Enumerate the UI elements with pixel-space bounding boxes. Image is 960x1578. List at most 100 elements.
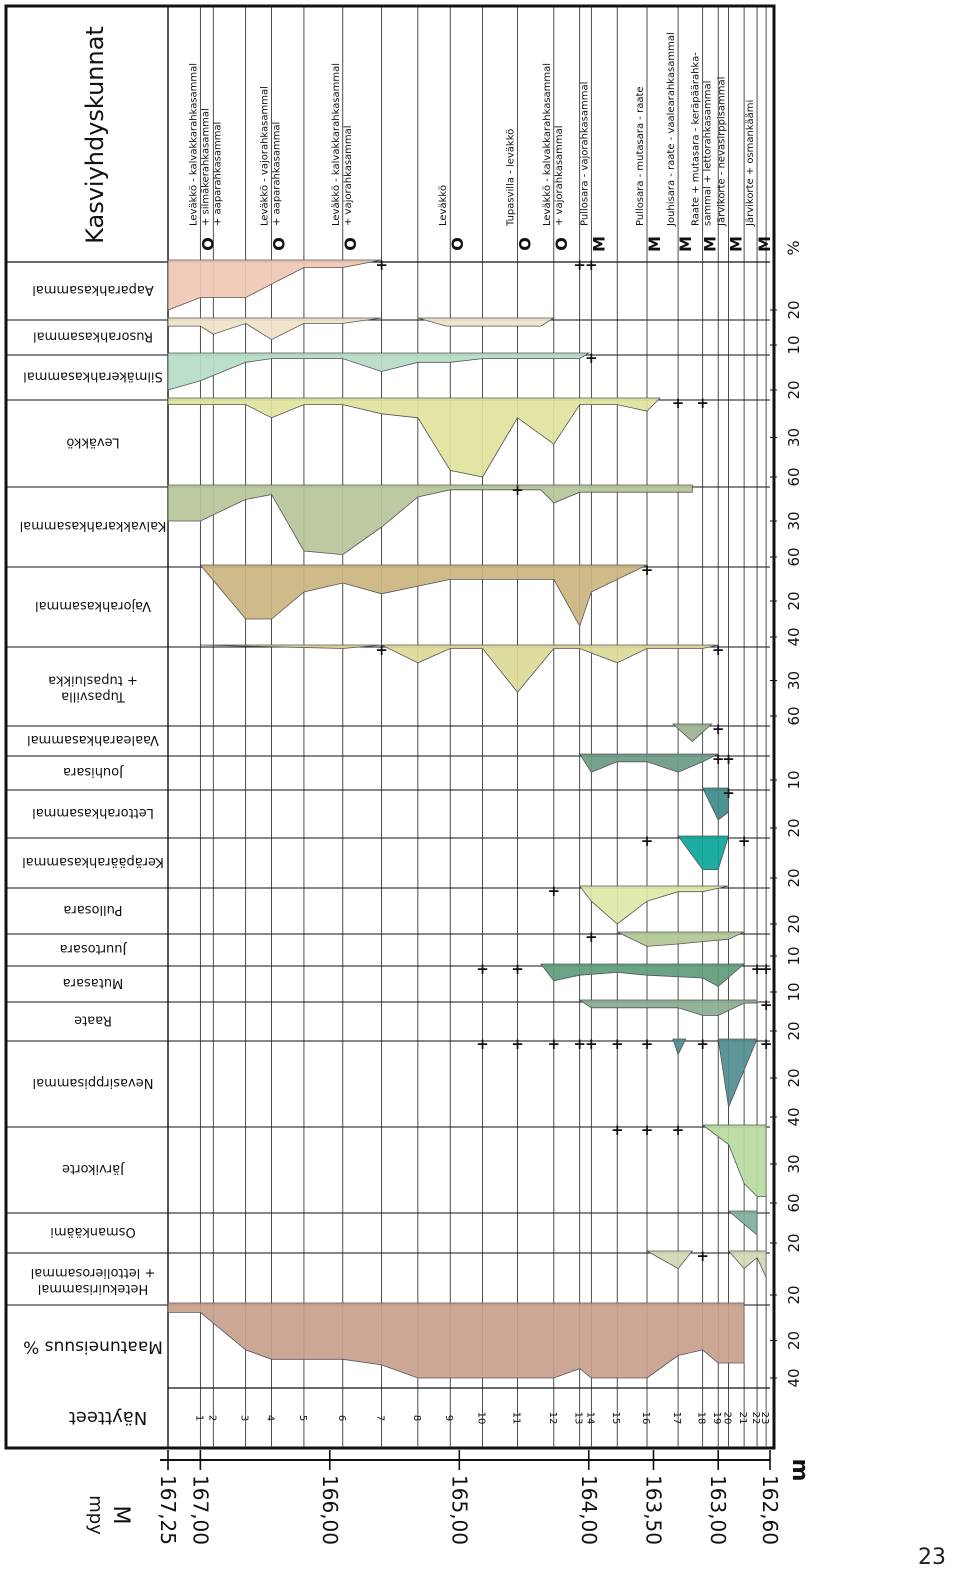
series-area [200,644,719,693]
column-header: Kalvakkarahkasammal [20,518,167,533]
column-header-text: + tupasluikka [48,673,138,688]
presence-marker: + [511,960,524,978]
presence-marker: + [760,960,773,978]
vegetation-label: Leväkkö - vajorahkasammal + aaparahkasamm… [260,86,283,226]
series-area [167,397,661,478]
vegetation-symbol: M [676,236,695,252]
samples-header: Näytteet [69,1407,147,1428]
sample-label: 23 [759,1412,770,1425]
sample-label-text: 19 [711,1412,722,1425]
vegetation-label-text: Leväkkö - kalvakkarahkasammal [331,63,342,226]
presence-marker: + [611,1035,624,1053]
sample-label-text: 21 [737,1412,748,1425]
series-area [167,317,382,341]
vegetation-label-text: Leväkkö - vajorahkasammal [260,86,271,226]
column-header-text: Keräpäärahkasammal [22,854,164,869]
sample-label: 11 [511,1412,522,1425]
series-area [167,352,591,391]
scale-label: 60 [785,1193,803,1212]
scale-label: 40 [785,627,803,646]
presence-marker: + [672,394,685,412]
scale-label-text: 60 [785,1193,803,1212]
sample-labels: Näytteet 1 2 3 4 5 6 7 8 9 10 11 12 13 14 15 16 17 18 19 20 2… [69,1407,770,1428]
scale-label-text: 30 [785,1154,803,1173]
column-header: Raate [74,1013,112,1028]
column-header-text: Juurtosara [60,941,128,956]
scale-label-text: 40 [785,627,803,646]
column-header-text: Aaparahkasammal [32,282,154,297]
percent-symbol: % [784,240,803,255]
scale-label-text: 20 [785,1068,803,1087]
scale-label: 20 [785,1285,803,1304]
sample-label-text: 11 [511,1412,522,1425]
vegetation-header-text: Kasviyhdyskunnat [81,26,109,244]
vegetation-label: Raate + mutasara - keräpäärahka-sammal +… [691,52,714,226]
vegetation-label-text: Jouhisara - raate - vaalearahkasammal [666,32,677,227]
presence-marker: + [375,256,388,274]
sample-label: 3 [239,1415,250,1421]
vegetation-symbol-text: M [676,236,695,252]
series-area [671,723,713,743]
vegetation-label-text: Tupasvilla - leväkkö [506,129,517,227]
scale-label-text: 20 [785,380,803,399]
presence-marker: + [722,784,735,802]
presence-marker: + [641,1035,654,1053]
presence-marker: + [511,1035,524,1053]
vegetation-symbol: M [755,236,774,252]
scale-label: 60 [785,547,803,566]
sample-label: 8 [411,1415,422,1421]
column-header-text: Raate [74,1013,112,1028]
scale-label-text: 20 [785,1021,803,1040]
column-headers: Maatuneisuus % Hetekuirisammal+ lettolier… [20,282,167,1357]
series-area [717,1038,758,1109]
sample-label-text: 1 [193,1415,204,1421]
grid-lines [199,6,767,1448]
sample-label-text: 10 [476,1412,487,1425]
series-area [167,484,693,556]
presence-marker: + [696,1035,709,1053]
scale-label-text: 10 [785,335,803,354]
series-area [677,835,730,870]
column-header-text: Lettorahkasammal [32,805,154,820]
scale-label: 30 [785,671,803,690]
series-area [578,999,758,1016]
sample-label-text: 9 [443,1415,454,1421]
column-header-text: Tupasvilla [61,689,126,704]
elevation-axis: 167,25 167,00 166,00 165,00 164,00 163,50 163,… [85,1450,812,1545]
scale-label: 30 [785,1154,803,1173]
column-header-text: Vaalearahkasammal [27,732,159,747]
presence-marker: + [548,1035,561,1053]
scale-label-text: 20 [785,1233,803,1252]
column-header-text: Rusorahkasammal [33,329,153,344]
presence-marker: + [585,256,598,274]
vegetation-label-text: sammal + lettorahkasammal [703,81,714,226]
scale-label: 20 [785,1068,803,1087]
column-header: Järvikorte [62,1161,125,1176]
elevation-tick-text: 162,60 [758,1475,782,1545]
scale-label-text: 20 [785,1331,803,1350]
presence-marker: + [585,1035,598,1053]
series-area [417,317,556,327]
vegetation-label-text: Pullosara - mutasara - raate [635,86,646,226]
vegetation-label-text: + aaparahkasammal [212,122,223,226]
column-header: Maatuneisuus % [23,1337,163,1357]
scale-label-text: 40 [785,1368,803,1387]
scale-label-text: 60 [785,467,803,486]
presence-marker: + [760,996,773,1014]
series-area [672,1038,687,1056]
scale-label: 20 [785,300,803,319]
presence-marker: + [722,750,735,768]
vegetation-symbol-text: O [341,237,360,251]
column-header-text: Kalvakkarahkasammal [20,518,167,533]
presence-marker: + [585,349,598,367]
vegetation-column: Kasviyhdyskunnat O Leväkkö - kalvakkarahka… [81,26,774,252]
sample-label-text: 12 [547,1412,558,1425]
sample-label: 16 [640,1412,651,1425]
presence-marker: + [760,1035,773,1053]
vegetation-label: Pullosara - vajorahkasammal [579,82,590,226]
series-area [727,1210,758,1236]
series-area [617,931,745,947]
sample-label: 14 [584,1412,595,1425]
